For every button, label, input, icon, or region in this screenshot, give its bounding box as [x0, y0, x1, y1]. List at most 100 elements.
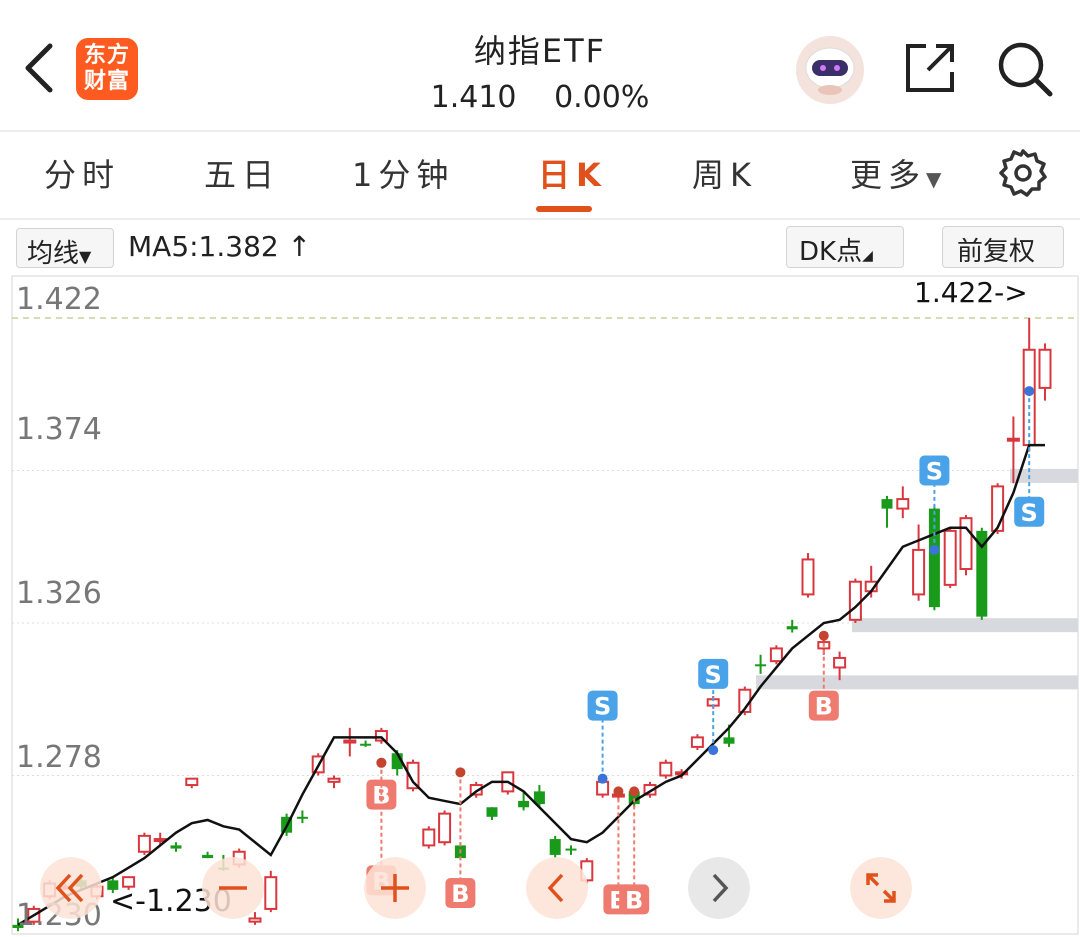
candle-body — [406, 761, 420, 790]
tab-one-minute[interactable]: 1分钟 — [352, 156, 455, 194]
candle-body — [959, 517, 973, 570]
signal-badge-label: B — [372, 782, 390, 810]
candle-body — [1038, 348, 1052, 389]
app-logo: 东方 财富 — [76, 38, 138, 100]
candle-body — [202, 854, 214, 859]
scroll-right-icon[interactable] — [688, 857, 750, 919]
caret-down-icon: ▼ — [926, 167, 942, 191]
candle-body — [628, 791, 640, 805]
ma5-value: MA5:1.382 — [128, 230, 279, 263]
candle-body — [549, 839, 561, 855]
candle-body — [391, 753, 403, 770]
expand-icon[interactable] — [850, 857, 912, 919]
signal-badge-label: S — [1021, 499, 1038, 527]
support-band — [852, 618, 1078, 633]
chevron-left-icon[interactable] — [20, 40, 60, 96]
change-value: 0.00% — [554, 80, 650, 115]
support-band — [756, 675, 1078, 690]
ma5-readout: MA5:1.382 ↑ — [128, 230, 311, 263]
signal-dot — [708, 745, 719, 756]
signal-badge-label: B — [815, 693, 833, 721]
candle-body — [943, 529, 957, 586]
tab-weekly-k[interactable]: 周K — [692, 156, 757, 194]
scroll-left-icon[interactable] — [526, 857, 588, 919]
logo-line2: 财富 — [83, 69, 130, 94]
double-left-icon[interactable] — [40, 857, 102, 919]
candle-body — [755, 664, 767, 667]
signal-badge-label: S — [594, 693, 611, 721]
candle-body — [422, 828, 436, 847]
signal-badge-label: B — [451, 880, 469, 908]
candle-body — [248, 917, 262, 923]
y-tick-label: 1.374 — [16, 412, 102, 447]
search-icon[interactable] — [996, 40, 1054, 98]
candle-body — [596, 780, 610, 796]
signal-badge-label: S — [926, 458, 943, 486]
candle-body — [896, 498, 910, 510]
candle-body — [690, 736, 704, 748]
signal-dot — [929, 544, 940, 555]
candle-body — [137, 834, 151, 853]
signal-badge-label: S — [705, 661, 722, 689]
candle-body — [723, 737, 735, 744]
candle-body — [12, 924, 24, 928]
zoom-out-icon[interactable] — [202, 857, 264, 919]
adjust-button[interactable]: 前复权 — [942, 226, 1064, 268]
candle-body — [170, 845, 182, 849]
candle-body — [912, 548, 926, 596]
zoom-in-icon[interactable] — [364, 857, 426, 919]
gear-icon[interactable] — [998, 148, 1048, 198]
ma-selector-label: 均线 — [27, 239, 80, 269]
signal-badge-label: B — [625, 886, 643, 914]
robot-avatar-icon[interactable] — [796, 36, 864, 104]
support-band — [1010, 468, 1078, 483]
candle-body — [976, 530, 988, 617]
candle-body — [801, 558, 815, 596]
signal-dot — [629, 786, 640, 797]
max-price-label: 1.422-> — [914, 276, 1028, 309]
candle-body — [848, 580, 862, 621]
ma5-line — [17, 443, 1045, 926]
candle-body — [1006, 437, 1020, 442]
candle-body — [343, 739, 357, 744]
signal-dot — [376, 757, 387, 768]
sell-signal-badge — [587, 690, 618, 721]
candle-body — [565, 848, 577, 851]
tab-intraday[interactable]: 分时 — [44, 156, 121, 194]
candle-body — [374, 730, 388, 742]
candle-body — [833, 656, 847, 669]
tab-five-day[interactable]: 五日 — [204, 156, 281, 194]
corner-triangle-icon: ◢ — [862, 248, 873, 264]
share-icon[interactable] — [902, 40, 958, 96]
y-tick-label: 1.278 — [16, 740, 102, 775]
sell-signal-badge — [698, 658, 729, 689]
candle-body — [122, 876, 136, 888]
candle-body — [991, 485, 1005, 532]
ma-selector[interactable]: 均线▼ — [16, 228, 114, 269]
candle-body — [786, 626, 798, 630]
signal-dot — [613, 786, 624, 797]
sell-signal-badge — [919, 455, 950, 486]
candle-body — [881, 499, 893, 509]
caret-down-icon: ▼ — [79, 247, 92, 266]
candle-body — [327, 777, 341, 783]
tab-more[interactable]: 更多▼ — [850, 150, 941, 196]
candle-body — [486, 807, 498, 817]
candle-body — [769, 647, 783, 663]
divider — [0, 130, 1080, 132]
y-tick-label: 1.422 — [16, 282, 102, 317]
candle-body — [185, 777, 199, 787]
buy-signal-badge — [808, 690, 839, 721]
buy-signal-badge — [445, 878, 476, 909]
candle-body — [264, 876, 278, 910]
dk-selector[interactable]: DK点◢ — [786, 226, 904, 268]
tab-daily-k[interactable]: 日K — [538, 156, 607, 194]
header: 东方 财富 纳指ETF 1.410 0.00% — [0, 0, 1080, 130]
dk-selector-label: DK点 — [799, 237, 863, 267]
active-tab-indicator — [536, 206, 592, 212]
period-tabs: 分时 五日 1分钟 日K 周K 更多▼ — [0, 132, 1080, 218]
quote-line: 1.410 0.00% — [0, 80, 1080, 115]
candle-body — [659, 761, 673, 777]
candle-body — [469, 784, 483, 796]
candlestick-chart[interactable]: SSSSBBBBBB — [0, 270, 1080, 937]
